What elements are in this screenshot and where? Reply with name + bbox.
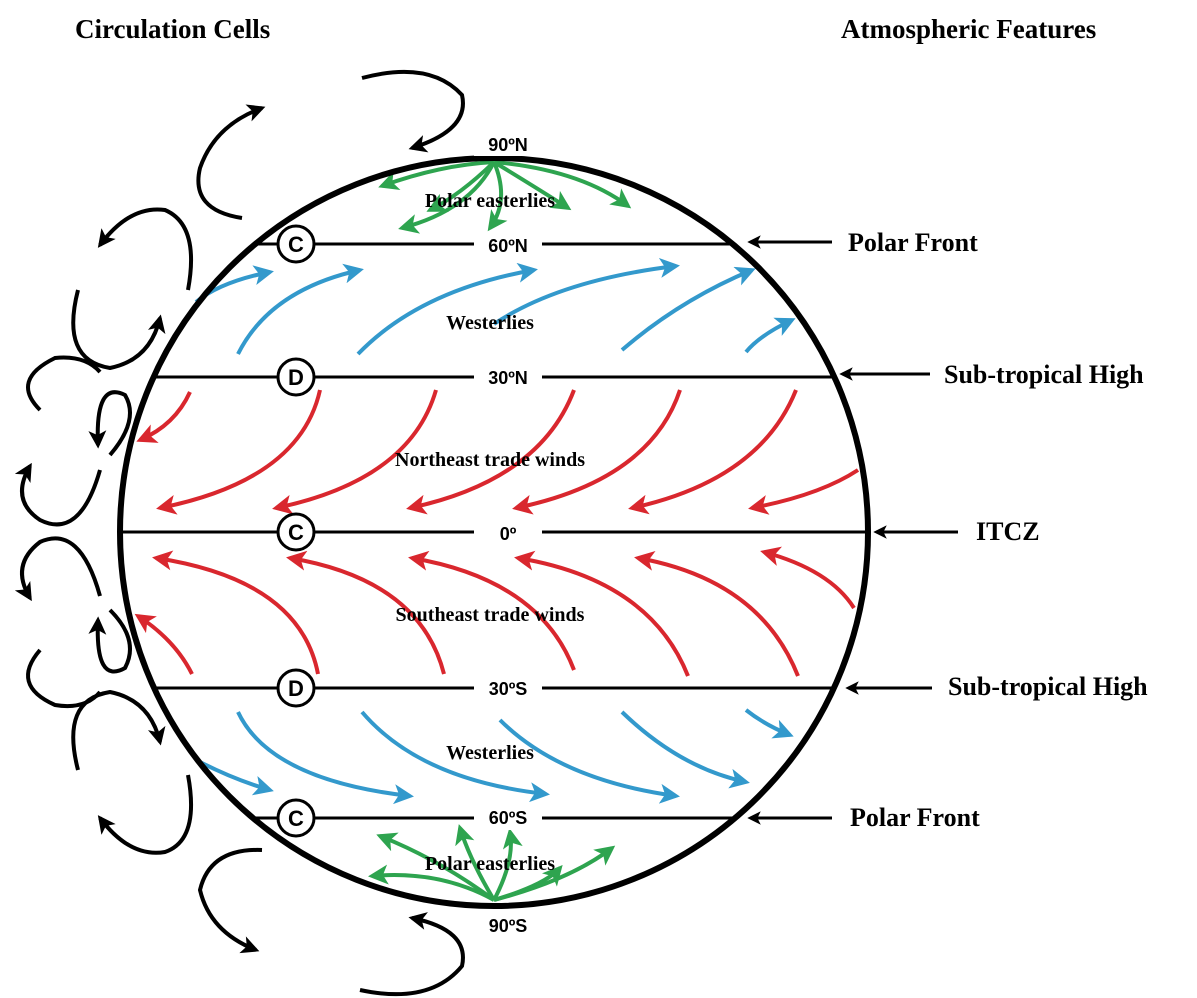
feature-subtropical-high-south: Sub-tropical High [948, 672, 1148, 701]
cell-marker-30n: D [276, 357, 316, 397]
red-arrow [408, 550, 576, 671]
blue-arrow [356, 262, 538, 356]
blue-arrow [194, 265, 274, 304]
label-90s: 90ºS [489, 916, 528, 936]
feature-subtropical-high-north: Sub-tropical High [944, 360, 1144, 389]
loop-arrow [88, 390, 132, 457]
loop-arrow [14, 536, 102, 602]
green-arrow [487, 161, 508, 232]
wind-labels: Polar easterlies Westerlies Northeast tr… [395, 190, 585, 875]
feature-polar-front-north: Polar Front [848, 228, 978, 257]
red-arrow [514, 550, 690, 677]
atmospheric-features-heading: Atmospheric Features [841, 14, 1096, 44]
label-eq: 0º [500, 524, 517, 544]
red-arrow [134, 613, 194, 675]
green-arrow [493, 845, 616, 902]
loop-arrow [71, 289, 166, 371]
green-arrow [492, 160, 572, 211]
cell-marker-30s: D [276, 668, 316, 708]
green-arrow [455, 824, 496, 902]
loop-arrow [359, 912, 465, 997]
globe-outline [117, 155, 871, 909]
red-arrow [634, 551, 800, 677]
red-arrow [628, 389, 798, 515]
green-arrow [378, 160, 495, 190]
cell-markers: C D C D C [276, 224, 316, 838]
loop-arrow [26, 355, 102, 412]
southeast-trade-winds-label: Southeast trade winds [396, 604, 585, 626]
red-arrow [406, 389, 576, 515]
red-arrow [156, 389, 322, 515]
svg-text:C: C [288, 806, 304, 831]
blue-arrow [360, 710, 550, 803]
label-90n: 90ºN [488, 135, 528, 155]
red-arrow [760, 546, 856, 610]
red-arrow [136, 391, 192, 443]
loop-arrow [97, 207, 193, 291]
label-30n: 30ºN [488, 368, 528, 388]
loop-arrow [71, 689, 166, 771]
svg-text:D: D [288, 676, 304, 701]
red-arrow [748, 468, 860, 515]
green-arrow [492, 828, 523, 901]
cell-marker-eq: C [276, 512, 316, 552]
north-polar-easterlies-label: Polar easterlies [425, 190, 555, 212]
svg-text:C: C [288, 232, 304, 257]
feature-pointers [747, 235, 958, 825]
label-60n: 60ºN [488, 236, 528, 256]
south-westerlies-arrows [199, 708, 794, 805]
north-westerlies-arrows [194, 257, 796, 356]
label-60s: 60ºS [489, 808, 528, 828]
label-30s: 30ºS [489, 679, 528, 699]
svg-text:D: D [288, 365, 304, 390]
loop-arrow [14, 462, 102, 527]
northeast-trade-winds-label: Northeast trade winds [395, 449, 585, 471]
feature-itcz: ITCZ [976, 517, 1040, 546]
blue-arrow [236, 263, 364, 355]
south-polar-easterlies-label: Polar easterlies [425, 853, 555, 875]
blue-arrow [620, 710, 750, 789]
blue-arrow [744, 317, 796, 354]
green-arrow [426, 160, 496, 212]
red-arrow [286, 550, 446, 675]
south-westerlies-label: Westerlies [446, 742, 534, 764]
green-arrow [398, 161, 496, 234]
north-polar-easterlies-arrows [378, 160, 632, 234]
loop-arrow [88, 608, 132, 674]
blue-arrow [236, 711, 414, 805]
southeast-trade-winds-arrows [134, 546, 856, 677]
circulation-loops [14, 69, 465, 997]
south-polar-easterlies-arrows [368, 824, 616, 902]
green-arrow [493, 160, 632, 209]
blue-arrow [744, 708, 794, 739]
north-westerlies-label: Westerlies [446, 312, 534, 334]
cell-marker-60s: C [276, 798, 316, 838]
loop-arrow [196, 104, 266, 220]
northeast-trade-winds-arrows [136, 389, 860, 515]
loop-arrow [197, 847, 263, 954]
loop-arrow [97, 774, 193, 855]
blue-arrow [498, 718, 680, 804]
red-arrow [152, 550, 320, 675]
circulation-cells-heading: Circulation Cells [75, 14, 270, 44]
blue-arrow [199, 760, 274, 796]
loop-arrow [361, 69, 465, 153]
red-arrow [272, 389, 438, 515]
red-arrow [512, 389, 682, 515]
green-arrow [376, 832, 496, 902]
green-arrow [368, 864, 495, 902]
cell-marker-60n: C [276, 224, 316, 264]
feature-polar-front-south: Polar Front [850, 803, 980, 832]
feature-labels: Polar Front Sub-tropical High ITCZ Sub-t… [848, 228, 1148, 832]
blue-arrow [620, 266, 756, 352]
blue-arrow [492, 257, 680, 326]
svg-text:C: C [288, 520, 304, 545]
latitude-labels: 90ºN 60ºN 30ºN 0º 30ºS 60ºS 90ºS [474, 132, 542, 936]
